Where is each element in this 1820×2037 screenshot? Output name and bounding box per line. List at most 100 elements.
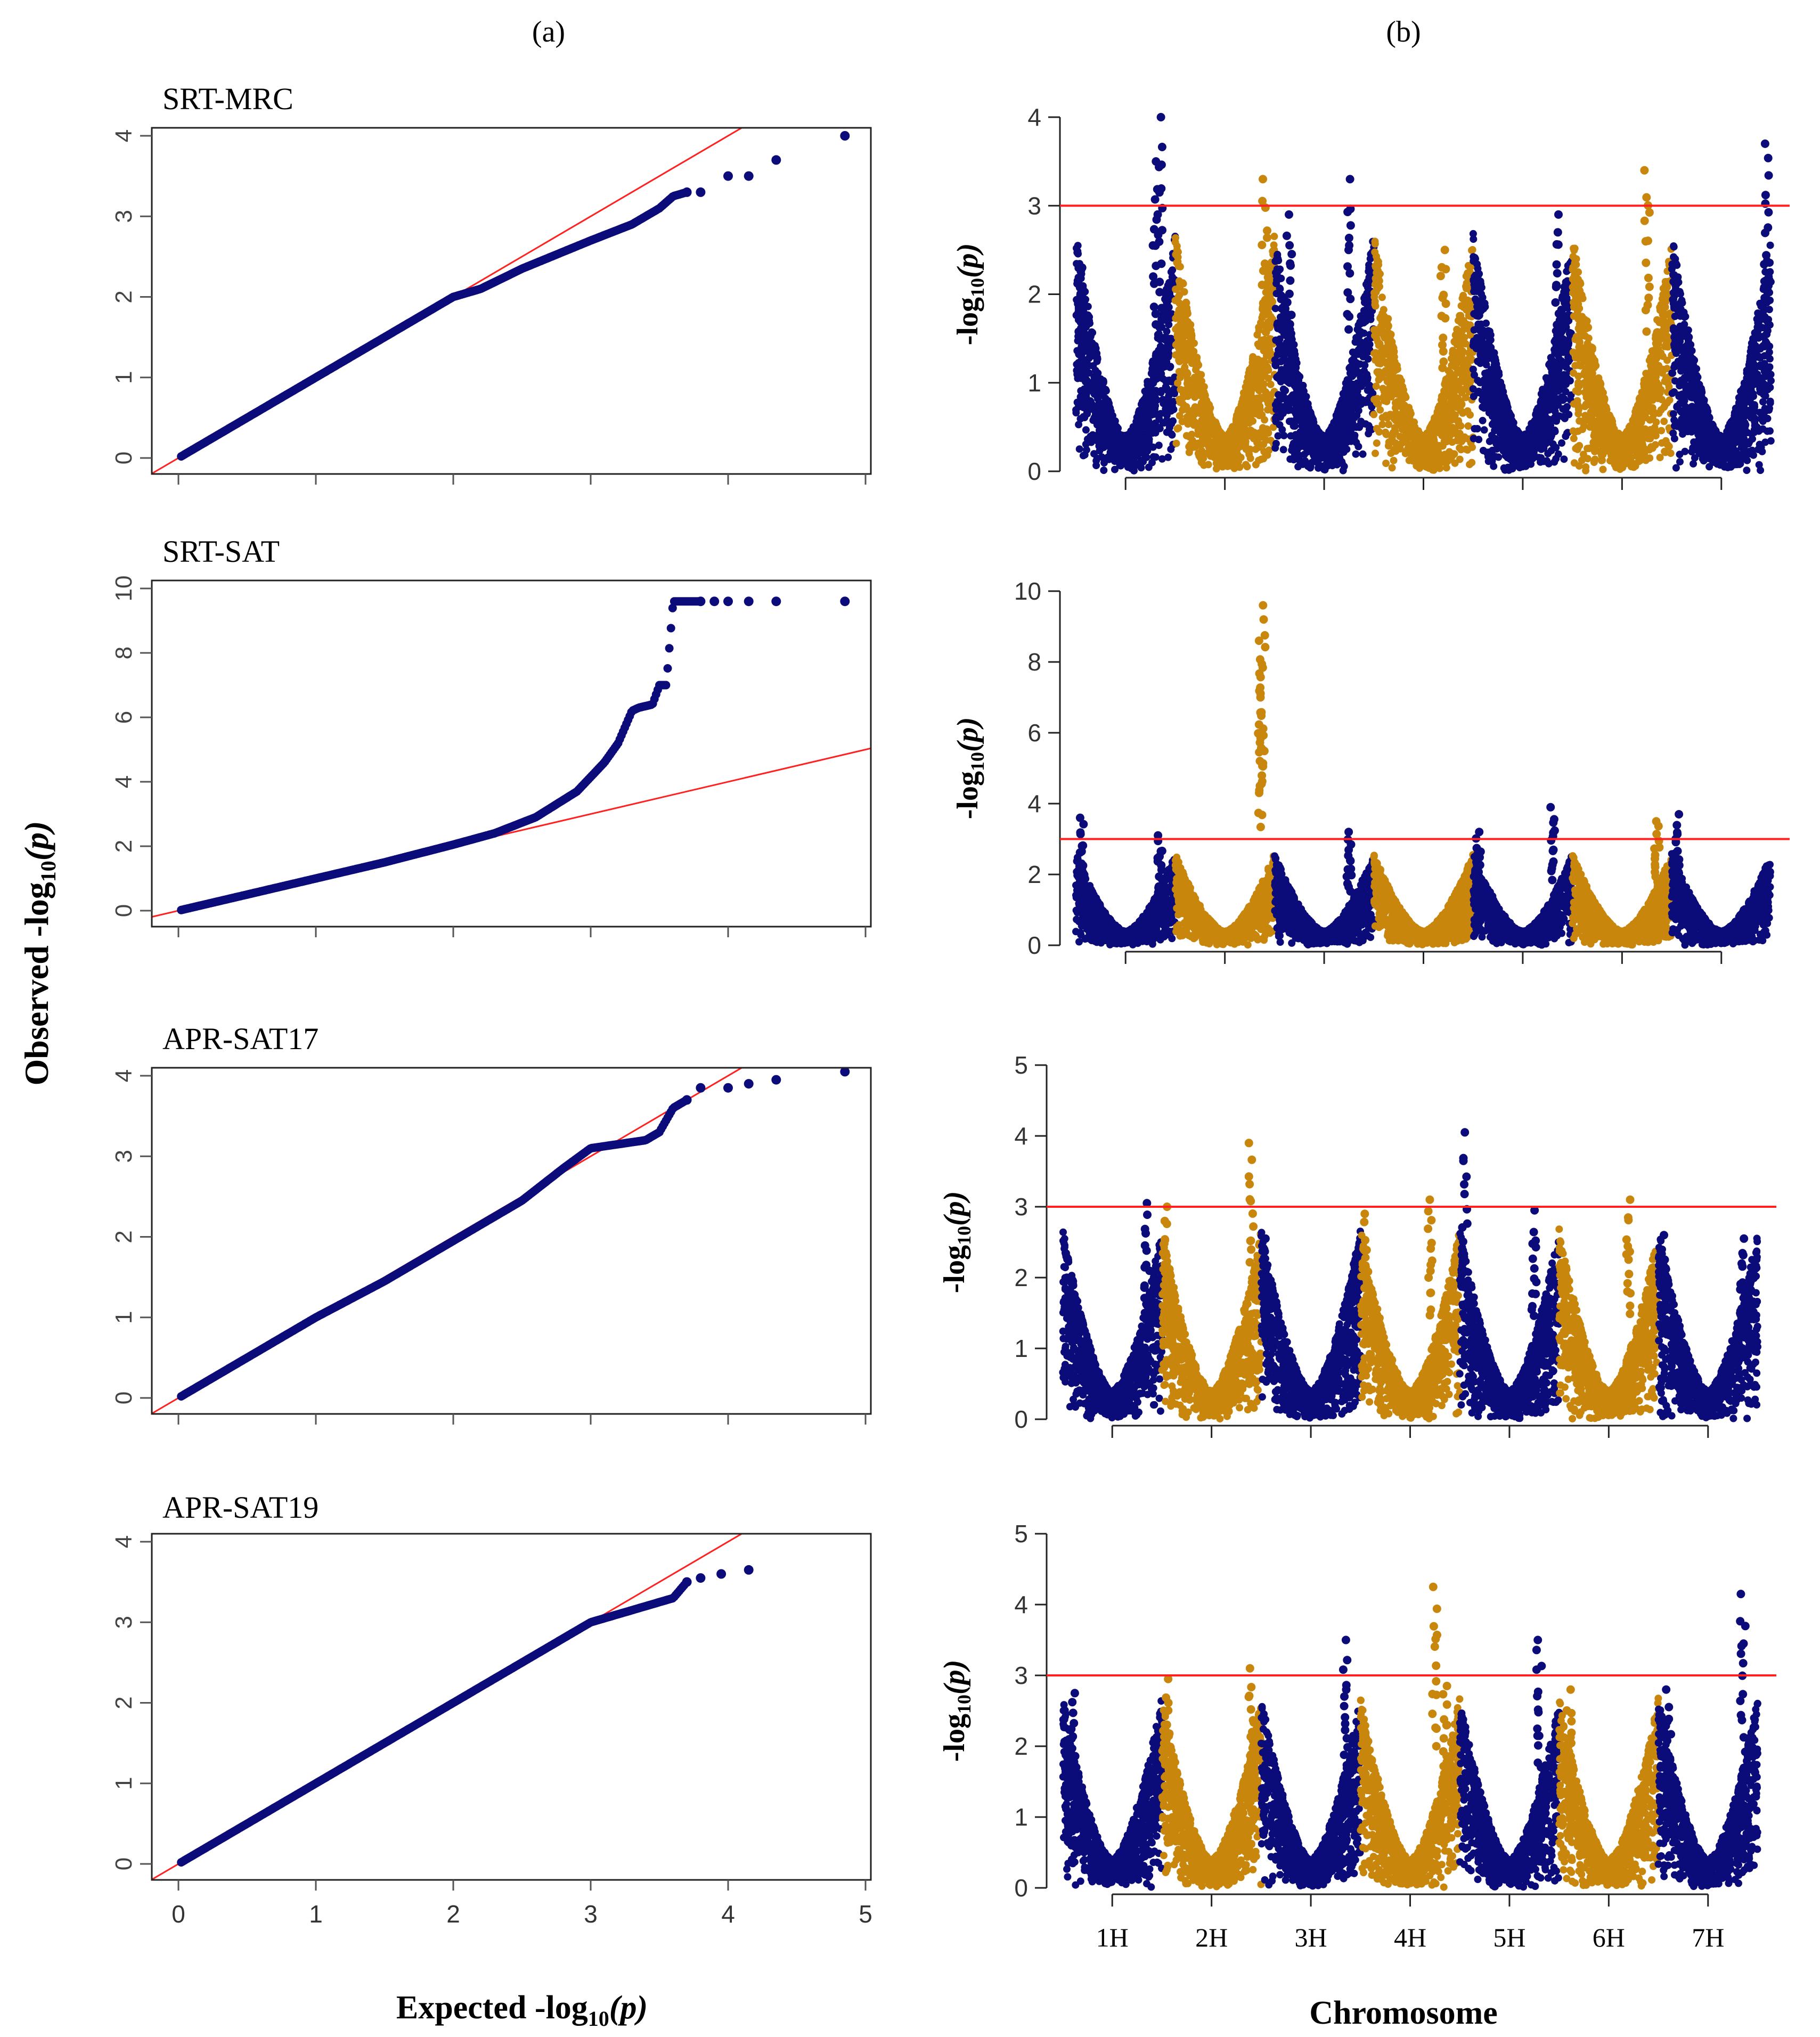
mh-point — [1391, 424, 1399, 432]
mh-point — [1242, 418, 1250, 426]
mh-point — [1276, 285, 1284, 293]
qq-point — [744, 1565, 754, 1575]
mh-point — [1335, 421, 1343, 429]
mh-point — [1261, 359, 1269, 366]
mh-point — [1373, 252, 1380, 260]
qq-point — [723, 1083, 733, 1093]
mh-y-tick-label: 3 — [1027, 192, 1041, 219]
mh-point — [1138, 405, 1146, 413]
mh-point — [1073, 249, 1081, 257]
qq-point — [696, 1083, 706, 1093]
qq-point — [682, 1095, 692, 1105]
mh-point — [1177, 356, 1184, 364]
mh-peak-point — [1153, 210, 1162, 219]
qq-ylabel-sub: 10 — [36, 861, 60, 882]
mh-point — [1294, 453, 1302, 460]
qq-y-tick-label: 0 — [111, 904, 137, 917]
mh-point — [1211, 452, 1219, 460]
mh-point — [1464, 422, 1472, 430]
mh-point — [1390, 456, 1398, 464]
mh-point — [1361, 294, 1368, 301]
mh-point — [1354, 321, 1362, 329]
mh-point — [1188, 430, 1196, 438]
mh-point — [1168, 431, 1176, 439]
qq-y-tick-label: 4 — [111, 775, 137, 788]
qq-point — [744, 596, 754, 607]
qq-point — [662, 681, 671, 690]
mh-chromosome-4H — [1370, 238, 1477, 474]
mh-point — [1194, 449, 1202, 457]
mh-y-tick-label: 1 — [1027, 369, 1041, 397]
mh-point — [1337, 399, 1345, 407]
mh-point — [1423, 455, 1431, 463]
mh-point — [1422, 463, 1430, 471]
mh-point — [1468, 246, 1476, 253]
qq-x-tick-label: 3 — [584, 1900, 598, 1928]
mh-point — [1159, 419, 1167, 427]
mh-point — [1095, 442, 1103, 450]
mh-point — [1371, 301, 1379, 308]
mh-point — [1174, 424, 1182, 432]
mh-point — [1172, 314, 1180, 322]
mh-point — [1148, 386, 1156, 394]
mh-peak-point — [1149, 279, 1158, 288]
mh-point — [1114, 424, 1122, 432]
mh-point — [1255, 412, 1263, 420]
qq-y-tick-label: 0 — [111, 452, 137, 464]
mh-point — [1217, 429, 1225, 436]
mh-point — [1176, 398, 1184, 406]
mh-point — [1340, 408, 1348, 416]
mh-point — [1349, 419, 1357, 427]
mh-point — [1277, 403, 1285, 411]
qq-y-tick-label: 3 — [111, 1150, 137, 1163]
mh-peak-point — [1156, 113, 1165, 121]
mh-point — [1359, 450, 1367, 458]
mh-point — [1191, 361, 1199, 369]
mh-point — [1444, 457, 1452, 465]
mh-point — [1294, 463, 1302, 471]
mh-point — [1172, 285, 1180, 293]
mh-point — [1074, 242, 1082, 250]
mh-point — [1335, 415, 1342, 422]
qq-plot-frame — [151, 579, 872, 928]
qq-y-tick-label: 2 — [111, 290, 137, 303]
mh-point — [1222, 461, 1230, 469]
mh-peak-point — [1078, 263, 1087, 272]
mh-point — [1146, 400, 1154, 408]
mh-point — [1448, 449, 1456, 457]
mh-point — [1184, 406, 1192, 414]
qq-point — [665, 644, 674, 653]
mh-peak-point — [1346, 221, 1355, 230]
mh-point — [1378, 293, 1386, 301]
mh-point — [1149, 453, 1157, 461]
mh-peak-point — [1149, 272, 1158, 281]
panel-b-label: (b) — [1386, 15, 1421, 48]
mh-point — [1253, 331, 1261, 339]
mh-point — [1459, 292, 1467, 300]
mh-point — [1096, 426, 1103, 434]
mh-point — [1195, 370, 1203, 378]
mh-point — [1453, 394, 1460, 402]
mh-point — [1165, 392, 1173, 400]
qq-point — [682, 187, 692, 197]
mh-point — [1279, 446, 1287, 454]
mh-point — [1371, 356, 1379, 364]
mh-point — [1256, 433, 1264, 441]
qq-plot-frame — [151, 127, 872, 475]
mh-point — [1390, 348, 1398, 356]
qq-point — [709, 596, 720, 607]
mh-point — [1270, 232, 1278, 240]
mh-point — [1352, 334, 1360, 342]
mh-point — [1293, 416, 1301, 424]
mh-point — [1161, 313, 1169, 321]
mh-point — [1111, 417, 1119, 425]
mh-point — [1274, 432, 1282, 440]
mh-point — [1243, 463, 1251, 471]
mh-point — [1139, 457, 1147, 465]
mh-peak-point — [1258, 197, 1267, 206]
mh-peak-point — [1074, 280, 1083, 289]
qq-plot-title: SRT-MRC — [162, 81, 293, 116]
mh-point — [1372, 382, 1380, 390]
qq-ylabel-main: Observed -log — [18, 882, 55, 1085]
mh-peak-point — [1284, 341, 1293, 350]
